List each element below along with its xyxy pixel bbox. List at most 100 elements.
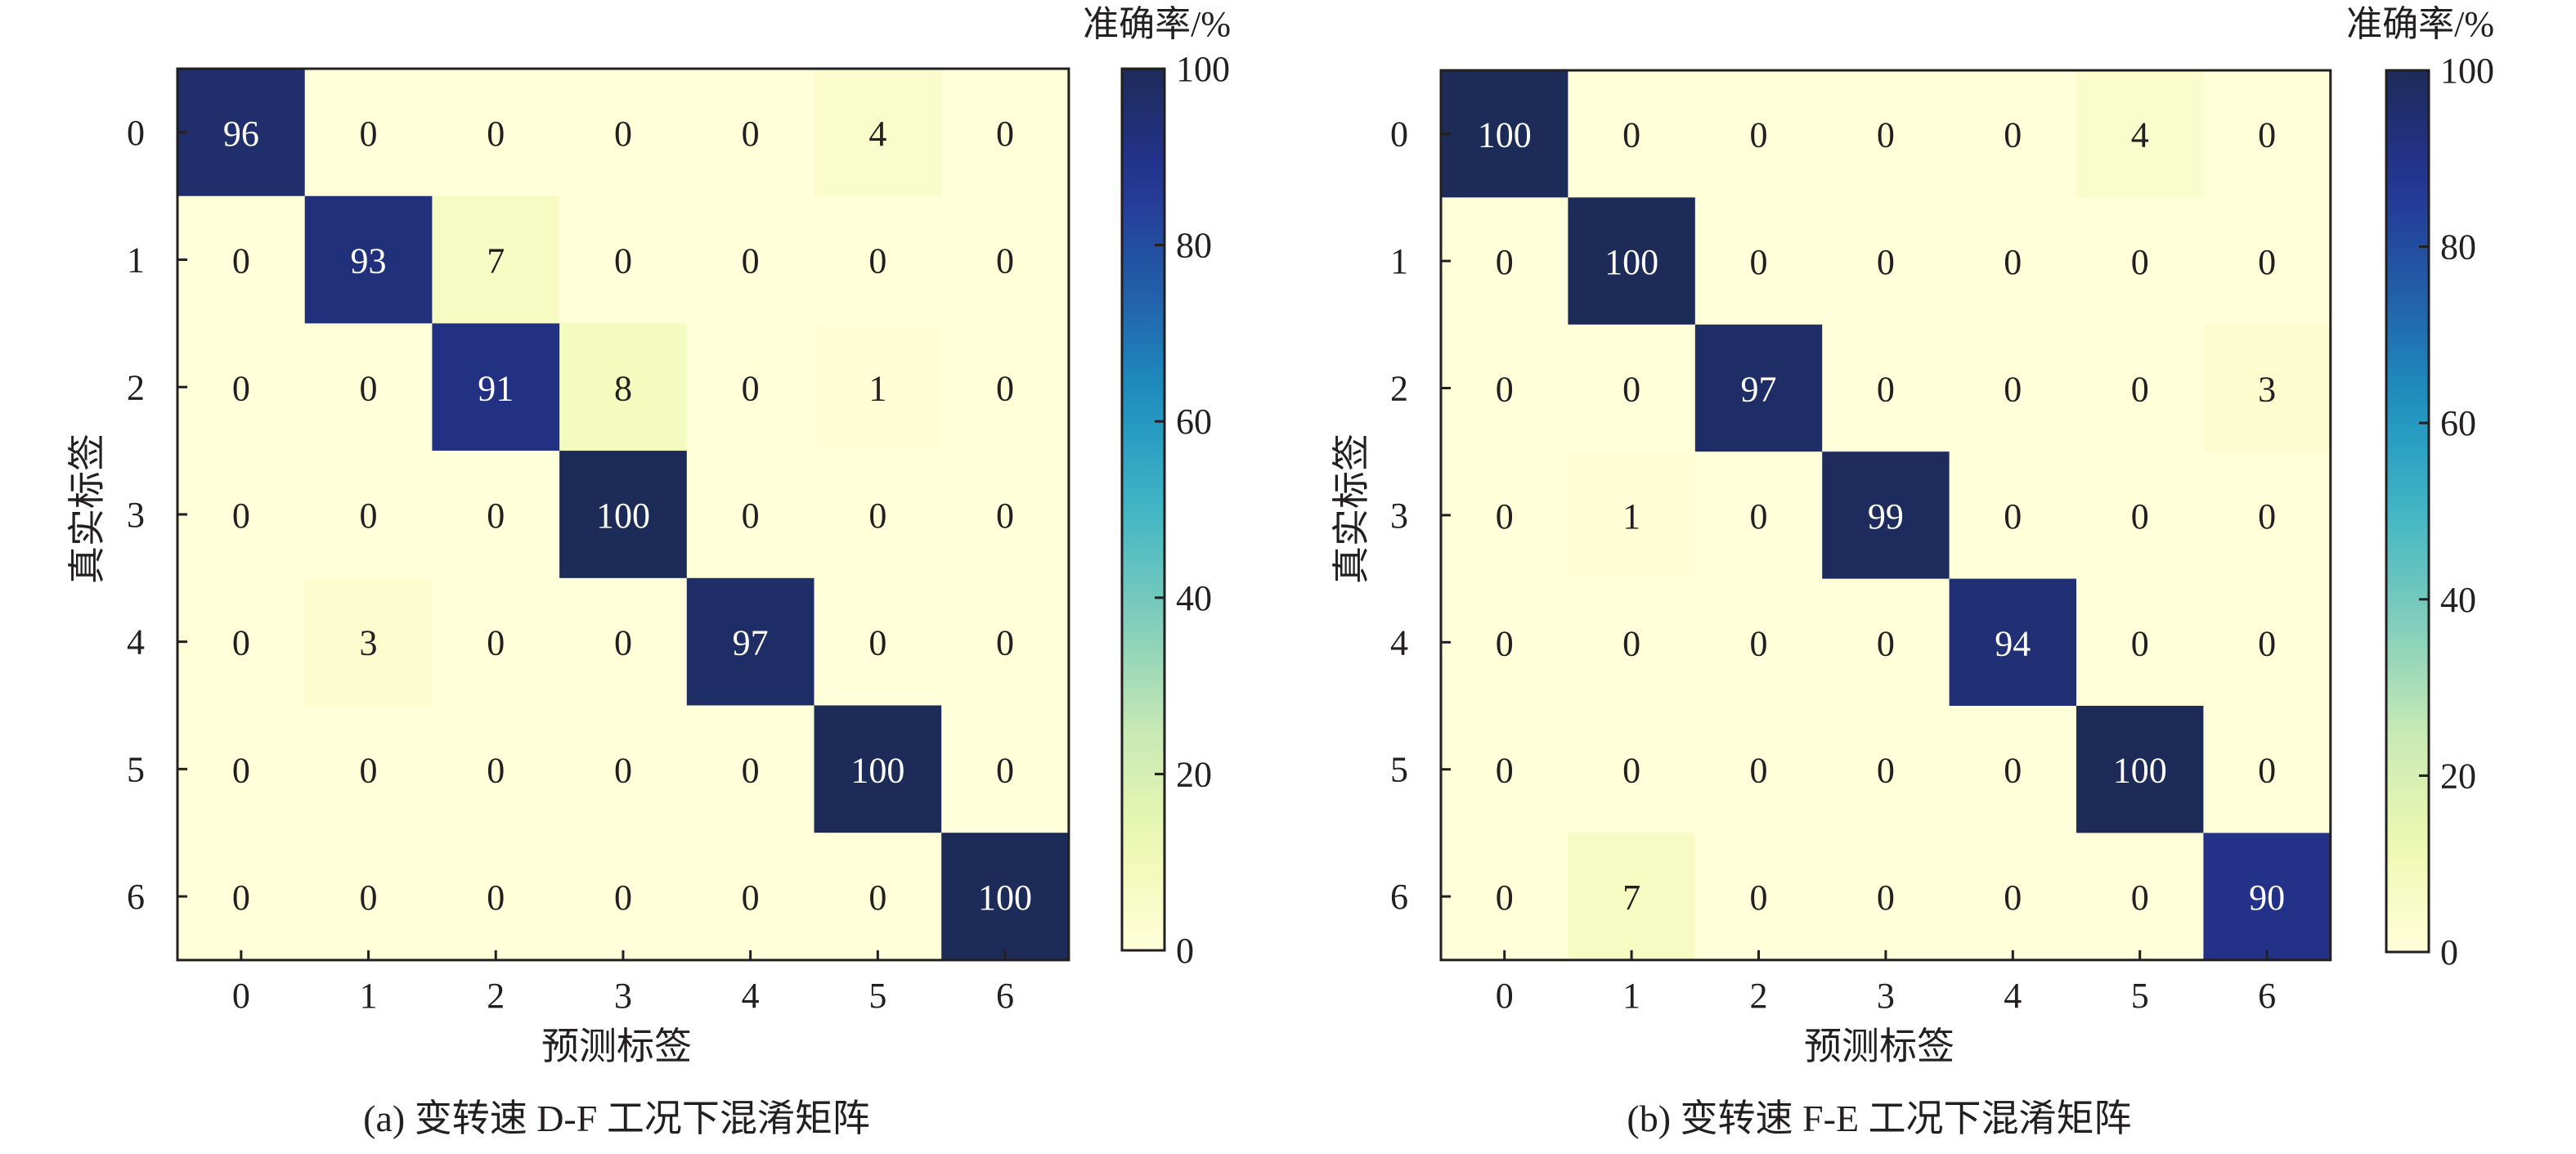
panel-a-cell-r3-c4: [686, 451, 815, 579]
panel-a-cell-r0-c6: [941, 69, 1070, 197]
panel-b-cell-r1-c4: [1949, 197, 2077, 326]
panel-b-cell-r6-c0: [1441, 833, 1568, 961]
panel-a-cell-label-r4-c2: 0: [487, 623, 505, 663]
panel-a-y-tick-label-6: 6: [127, 877, 145, 917]
panel-a-cell-label-r6-c4: 0: [742, 878, 760, 918]
panel-b-cell-label-r3-c1: 1: [1622, 496, 1640, 537]
panel-b-cell-label-r2-c6: 3: [2258, 370, 2276, 410]
panel-b-cell-r5-c0: [1441, 706, 1568, 833]
panel-a-cell-r2-c0: [177, 323, 306, 451]
panel-b-cell-r0-c6: [2203, 70, 2331, 198]
panel-b-cell-r4-c2: [1694, 578, 1823, 707]
panel-a-x-tick-label-0: 0: [232, 976, 250, 1016]
panel-b-cell-r0-c3: [1822, 70, 1950, 198]
panel-b-colorbar-label: 准确率/%: [2346, 4, 2494, 44]
panel-b-cell-r0-c5: [2076, 70, 2204, 198]
panel-a-cell-label-r4-c4: 97: [733, 623, 769, 663]
panel-a-y-tick-label-5: 5: [127, 749, 145, 789]
panel-b-cell-label-r3-c2: 0: [1750, 496, 1768, 537]
panel-b-colorbar-tick-label-2: 40: [2440, 580, 2476, 620]
panel-b-cell-label-r2-c3: 0: [1877, 370, 1895, 410]
panel-b-cell-r5-c2: [1694, 706, 1823, 833]
panel-b-cell-r4-c1: [1568, 578, 1696, 707]
panel-a-cell-label-r5-c6: 0: [996, 750, 1014, 790]
panel-b-cell-label-r4-c4: 94: [1995, 623, 2031, 663]
panel-b-cell-label-r5-c1: 0: [1622, 751, 1640, 791]
panel-a-y-tick-label-3: 3: [127, 495, 145, 535]
panel-a-y-axis-label: 真实标签: [66, 433, 108, 584]
panel-a-cell-label-r0-c0: 96: [223, 114, 259, 154]
panel-a-colorbar-tick-label-1: 20: [1176, 754, 1212, 794]
panel-a-cell-label-r6-c5: 0: [868, 878, 886, 918]
panel-b-cell-label-r1-c2: 0: [1750, 242, 1768, 282]
panel-a-cell-r6-c6: [941, 833, 1070, 961]
panel-a-cell-r1-c4: [686, 195, 815, 324]
panel-a-cell-r6-c1: [304, 833, 433, 961]
panel-a-cell-label-r5-c0: 0: [232, 750, 250, 790]
panel-a-colorbar: [1120, 67, 1166, 952]
panel-b-colorbar-tick-label-4: 80: [2440, 227, 2476, 267]
panel-a-cell-r0-c4: [686, 69, 815, 197]
panel-b-cell-r6-c6: [2203, 833, 2331, 961]
panel-b-cell-label-r6-c2: 0: [1750, 878, 1768, 918]
panel-a-cell-label-r6-c0: 0: [232, 878, 250, 918]
panel-b-cell-r1-c2: [1694, 197, 1823, 326]
panel-b-cell-label-r2-c5: 0: [2131, 370, 2149, 410]
panel-b-cell-r2-c3: [1822, 324, 1950, 452]
panel-b-cell-r5-c1: [1568, 706, 1696, 833]
panel-b-cell-label-r6-c4: 0: [2004, 878, 2022, 918]
panel-a-cell-r3-c5: [814, 451, 942, 579]
panel-b-cell-r5-c6: [2203, 706, 2331, 833]
panel-a-cell-r1-c2: [432, 195, 560, 324]
panel-a-cell-r2-c3: [559, 323, 688, 451]
panel-a-cell-r3-c1: [304, 451, 433, 579]
panel-b-cell-r2-c0: [1441, 324, 1568, 452]
panel-b-cell-label-r2-c2: 97: [1741, 370, 1777, 410]
panel-a-cell-r6-c5: [814, 833, 942, 961]
panel-a-cell-label-r5-c1: 0: [360, 750, 378, 790]
panel-a-cell-r2-c5: [814, 323, 942, 451]
panel-a-cell-r1-c5: [814, 195, 942, 324]
panel-b-cell-r3-c5: [2076, 451, 2204, 580]
panel-b-cell-r6-c2: [1694, 833, 1823, 961]
panel-a-cell-label-r2-c5: 1: [868, 368, 886, 408]
panel-b-cell-label-r0-c0: 100: [1478, 115, 1532, 155]
panel-b: (b) 变转速 F-E 工况下混淆矩阵 预测标签 真实标签 准确率/% 100 0…: [1331, 4, 2494, 1139]
panel-b-cell-r1-c0: [1441, 197, 1568, 326]
panel-a-cell-label-r2-c1: 0: [360, 368, 378, 408]
panel-a-cell-label-r3-c2: 0: [487, 496, 505, 536]
panel-b-cell-label-r5-c5: 100: [2113, 751, 2167, 791]
panel-a-cell-r4-c4: [686, 577, 815, 707]
panel-b-colorbar-tick-label-3: 60: [2440, 403, 2476, 443]
panel-b-colorbar-tick-label-5: 100: [2440, 51, 2494, 91]
panel-b-cell-label-r3-c0: 0: [1496, 496, 1514, 537]
panel-b-cell-r0-c1: [1568, 70, 1696, 198]
panel-b-y-tick-label-6: 6: [1390, 877, 1408, 917]
panel-b-cell-label-r6-c5: 0: [2131, 878, 2149, 918]
panel-a-cell-label-r1-c3: 0: [614, 241, 632, 281]
panel-b-cell-label-r3-c3: 99: [1868, 496, 1904, 537]
panel-a-cell-r5-c1: [304, 705, 433, 833]
panel-a-cell-label-r4-c3: 0: [614, 623, 632, 663]
panel-b-cell-label-r2-c1: 0: [1622, 370, 1640, 410]
panel-b-x-axis-label: 预测标签: [1804, 1026, 1954, 1067]
panel-a-x-tick-label-5: 5: [868, 976, 886, 1016]
panel-a-cell-label-r1-c0: 0: [232, 241, 250, 281]
panel-a-cell-label-r0-c5: 4: [868, 114, 886, 154]
panel-a-y-tick-label-0: 0: [127, 113, 145, 153]
panel-b-cell-r5-c3: [1822, 706, 1950, 833]
panel-a-cell-label-r2-c0: 0: [232, 368, 250, 408]
panel-b-y-tick-label-4: 4: [1390, 622, 1408, 662]
panel-b-cell-r3-c3: [1822, 451, 1950, 580]
panel-b-cell-r3-c1: [1568, 451, 1696, 580]
panel-a-caption: (a) 变转速 D-F 工况下混淆矩阵: [363, 1098, 870, 1139]
panel-a-cell-r1-c3: [559, 195, 688, 324]
panel-a-cell-r4-c6: [941, 577, 1070, 707]
panel-a-cell-label-r1-c2: 7: [487, 241, 505, 281]
panel-b-cell-r0-c4: [1949, 70, 2077, 198]
panel-a-cell-label-r3-c1: 0: [360, 496, 378, 536]
panel-b-cell-r2-c5: [2076, 324, 2204, 452]
panel-b-y-tick-label-5: 5: [1390, 750, 1408, 790]
